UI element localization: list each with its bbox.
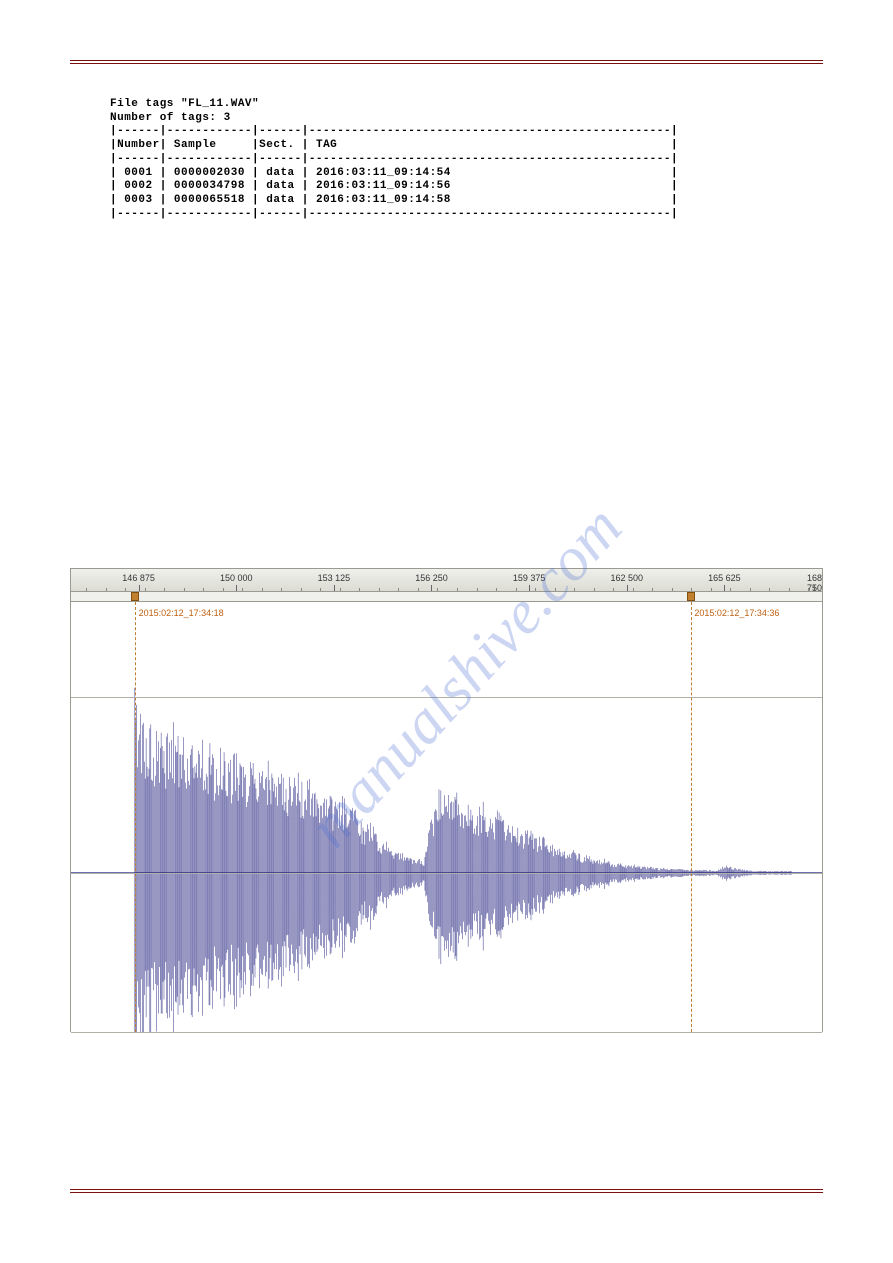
ruler-tick-label: 162 500 bbox=[610, 573, 643, 583]
marker-line bbox=[135, 602, 136, 1032]
waveform-viewer: 146 875 150 000 153 125 156 250 159 375 162 5… bbox=[70, 568, 823, 1038]
tags-title-prefix: File tags bbox=[110, 98, 181, 110]
waveform-canvas[interactable]: 2015:02:12_17:34:18 2015:02:12_17:34:36 bbox=[70, 602, 823, 1032]
tags-count: 3 bbox=[224, 112, 231, 124]
marker-flag[interactable] bbox=[131, 592, 139, 601]
tags-count-label: Number of tags: bbox=[110, 112, 224, 124]
ruler-tick-label: 153 125 bbox=[318, 573, 351, 583]
row2-sect: data bbox=[266, 194, 294, 206]
page-top-rule bbox=[70, 60, 823, 64]
axis-gridline bbox=[71, 873, 822, 874]
waveform-svg bbox=[71, 602, 822, 1032]
row0-sect: data bbox=[266, 167, 294, 179]
file-tags-panel: File tags "FL_11.WAV" Number of tags: 3 … bbox=[110, 84, 823, 222]
ruler-tick-label: 146 875 bbox=[122, 573, 155, 583]
row2-tag: 2016:03:11_09:14:58 bbox=[316, 194, 451, 206]
axis-gridline bbox=[71, 1032, 822, 1033]
time-ruler[interactable]: 146 875 150 000 153 125 156 250 159 375 162 5… bbox=[70, 568, 823, 592]
row2-sample: 0000065518 bbox=[174, 194, 245, 206]
marker-bar[interactable] bbox=[70, 592, 823, 602]
marker-line bbox=[691, 602, 692, 1032]
axis-gridline bbox=[71, 697, 822, 698]
marker-timestamp: 2015:02:12_17:34:18 bbox=[139, 608, 224, 618]
marker-timestamp: 2015:02:12_17:34:36 bbox=[694, 608, 795, 618]
ruler-tick-label: 156 250 bbox=[415, 573, 448, 583]
col-tag: TAG bbox=[316, 139, 337, 151]
row0-sample: 0000002030 bbox=[174, 167, 245, 179]
ruler-tick-label: 159 375 bbox=[513, 573, 546, 583]
row1-number: 0002 bbox=[124, 180, 152, 192]
row0-number: 0001 bbox=[124, 167, 152, 179]
ruler-tick-label: 165 625 bbox=[708, 573, 741, 583]
col-number: Number bbox=[117, 139, 160, 151]
page-bottom-rule bbox=[70, 1189, 823, 1193]
col-sect: Sect. bbox=[259, 139, 295, 151]
row2-number: 0003 bbox=[124, 194, 152, 206]
col-sample: Sample bbox=[174, 139, 217, 151]
marker-flag[interactable] bbox=[687, 592, 695, 601]
ruler-tick-label: 150 000 bbox=[220, 573, 253, 583]
row0-tag: 2016:03:11_09:14:54 bbox=[316, 167, 451, 179]
row1-sect: data bbox=[266, 180, 294, 192]
row1-sample: 0000034798 bbox=[174, 180, 245, 192]
tags-filename: "FL_11.WAV" bbox=[181, 98, 259, 110]
row1-tag: 2016:03:11_09:14:56 bbox=[316, 180, 451, 192]
